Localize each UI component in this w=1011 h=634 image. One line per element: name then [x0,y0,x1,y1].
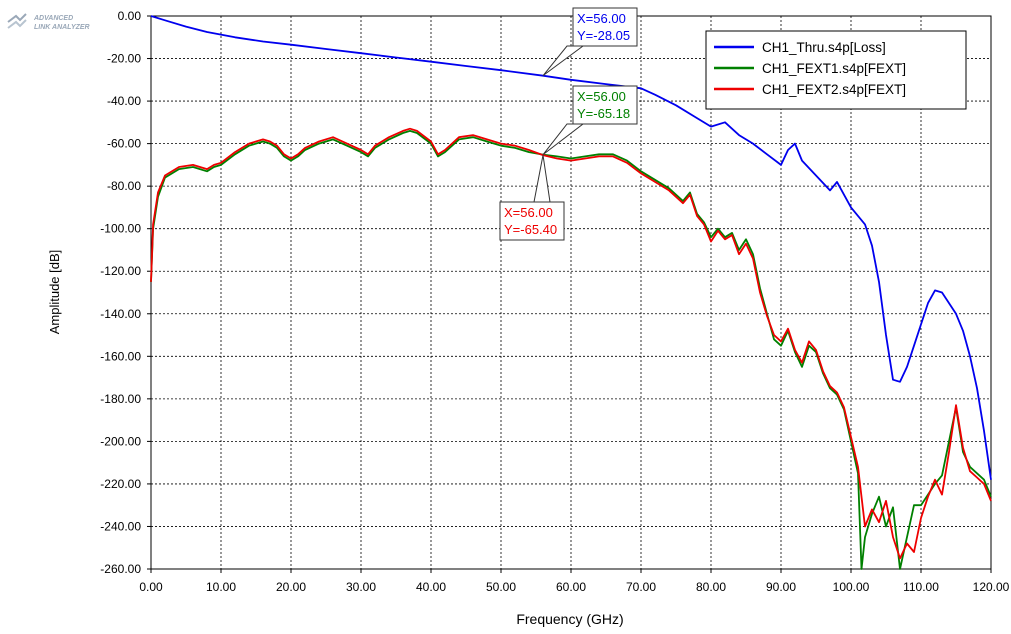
logo-swoosh-icon [7,13,27,23]
x-tick-label: 120.00 [973,580,1010,594]
x-tick-label: 20.00 [276,580,306,594]
y-tick-label: -260.00 [100,562,141,576]
y-tick-label: -120.00 [100,264,141,278]
y-tick-label: -100.00 [100,222,141,236]
annotation-y-label: Y=-65.40 [504,222,557,237]
y-axis-label: Amplitude [dB] [47,250,62,335]
logo-text-line2: LINK ANALYZER [34,24,90,31]
y-tick-label: -40.00 [107,94,141,108]
annotation-x-label: X=56.00 [577,89,626,104]
y-tick-label: -60.00 [107,137,141,151]
annotation-y-label: Y=-28.05 [577,28,630,43]
annotations: X=56.00 Y=-28.05 X=56.00 Y=-65.18 X=56.00 Y=-… [499,7,638,241]
advanced-link-analyzer-logo: ADVANCED LINK ANALYZER [7,13,90,31]
annotation-box [499,201,565,241]
annotation-x-label: X=56.00 [504,205,553,220]
axes: 0.00 10.00 20.00 30.00 40.00 50.00 60.00 70.00 8… [100,9,1009,594]
annotation-box [572,7,638,47]
series-line-2 [150,130,992,570]
legend-label: CH1_FEXT2.s4p[FEXT] [762,82,906,97]
legend-box [705,30,967,110]
legend-label: CH1_Thru.s4p[Loss] [762,40,886,55]
x-tick-label: 80.00 [696,580,726,594]
y-tick-label: 0.00 [118,9,142,23]
x-tick-label: 90.00 [766,580,796,594]
x-tick-label: 0.00 [139,580,163,594]
x-tick-label: 50.00 [486,580,516,594]
annotation-y-label: Y=-65.18 [577,106,630,121]
x-tick-label: 60.00 [556,580,586,594]
series-line-3 [150,127,992,560]
y-tick-label: -160.00 [100,349,141,363]
y-tick-label: -80.00 [107,179,141,193]
series-lines [150,15,992,570]
y-tick-label: -240.00 [100,519,141,533]
x-tick-label: 110.00 [903,580,939,594]
logo-text-line1: ADVANCED [33,15,73,22]
annotation-box [572,85,638,125]
legend-label: CH1_FEXT1.s4p[FEXT] [762,61,906,76]
series-line-1 [150,15,992,480]
x-tick-label: 10.00 [206,580,236,594]
y-tick-label: -220.00 [100,477,141,491]
y-tick-label: -20.00 [107,52,141,66]
legend: CH1_Thru.s4p[Loss] CH1_FEXT1.s4p[FEXT] CH1… [705,30,967,110]
x-tick-label: 30.00 [346,580,376,594]
x-tick-label: 40.00 [416,580,446,594]
y-tick-label: -140.00 [100,307,141,321]
x-axis-label: Frequency (GHz) [516,611,623,627]
x-tick-label: 70.00 [626,580,656,594]
annotation-x-label: X=56.00 [577,11,626,26]
x-tick-label: 100.00 [833,580,870,594]
y-tick-label: -200.00 [100,434,141,448]
y-tick-label: -180.00 [100,392,141,406]
